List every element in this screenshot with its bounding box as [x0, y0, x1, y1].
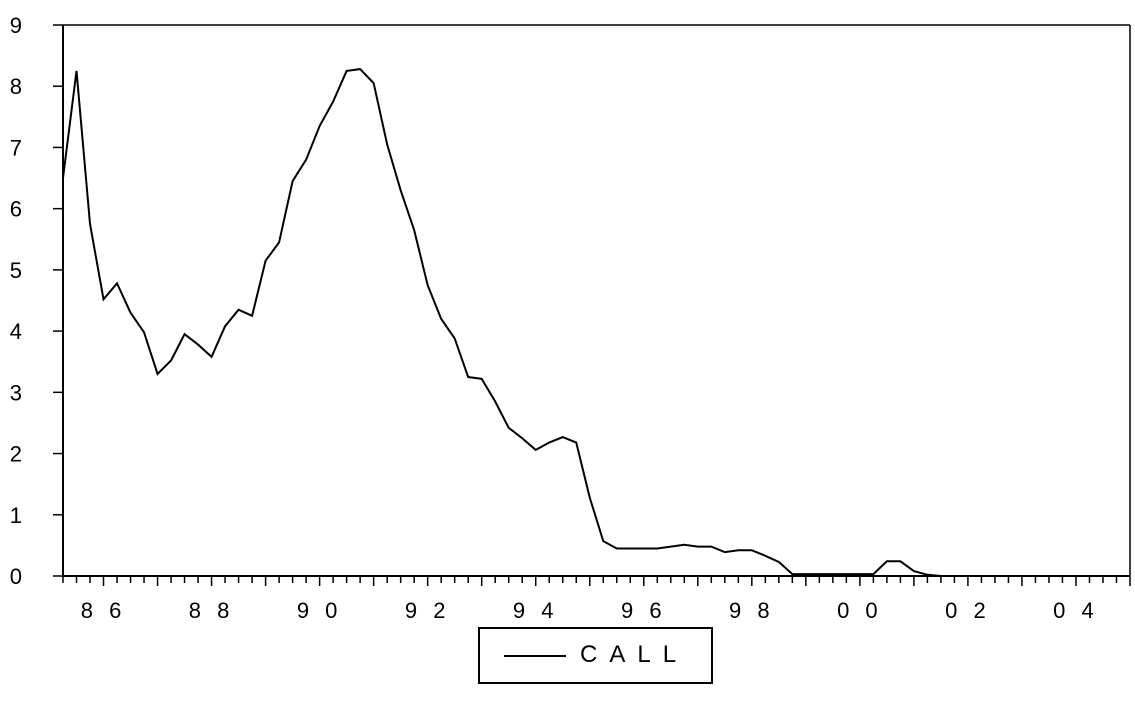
x-tick-label: 0 0 [837, 598, 883, 623]
y-tick-label: 8 [10, 74, 22, 99]
y-axis: 0 1 2 3 4 5 6 7 8 9 [10, 13, 63, 589]
x-tick-label: 9 8 [729, 598, 775, 623]
legend: CALL [478, 627, 713, 684]
y-tick-label: 4 [10, 319, 22, 344]
x-axis: 8 6 8 8 9 0 9 2 9 4 9 6 9 8 0 0 0 2 0 4 [62, 576, 1131, 623]
y-tick-label: 2 [10, 442, 22, 467]
y-tick-label: 6 [10, 197, 22, 222]
x-tick-label: 9 2 [405, 598, 451, 623]
x-tick-label: 0 2 [945, 598, 991, 623]
plot-frame [62, 24, 1131, 577]
legend-line-swatch [504, 655, 566, 657]
x-tick-label: 0 4 [1053, 598, 1099, 623]
y-tick-label: 9 [10, 13, 22, 38]
x-tick-label: 8 8 [189, 598, 235, 623]
x-tick-label: 9 0 [297, 598, 343, 623]
legend-label-call: CALL [580, 641, 689, 668]
y-tick-label: 5 [10, 258, 22, 283]
series-group [62, 68, 1117, 577]
series-line-call [62, 68, 1117, 577]
y-tick-label: 1 [10, 503, 22, 528]
x-tick-label: 9 4 [513, 598, 559, 623]
y-tick-label: 0 [10, 564, 22, 589]
y-tick-label: 7 [10, 135, 22, 160]
x-tick-label: 8 6 [81, 598, 127, 623]
x-tick-label: 9 6 [621, 598, 667, 623]
y-tick-label: 3 [10, 380, 22, 405]
